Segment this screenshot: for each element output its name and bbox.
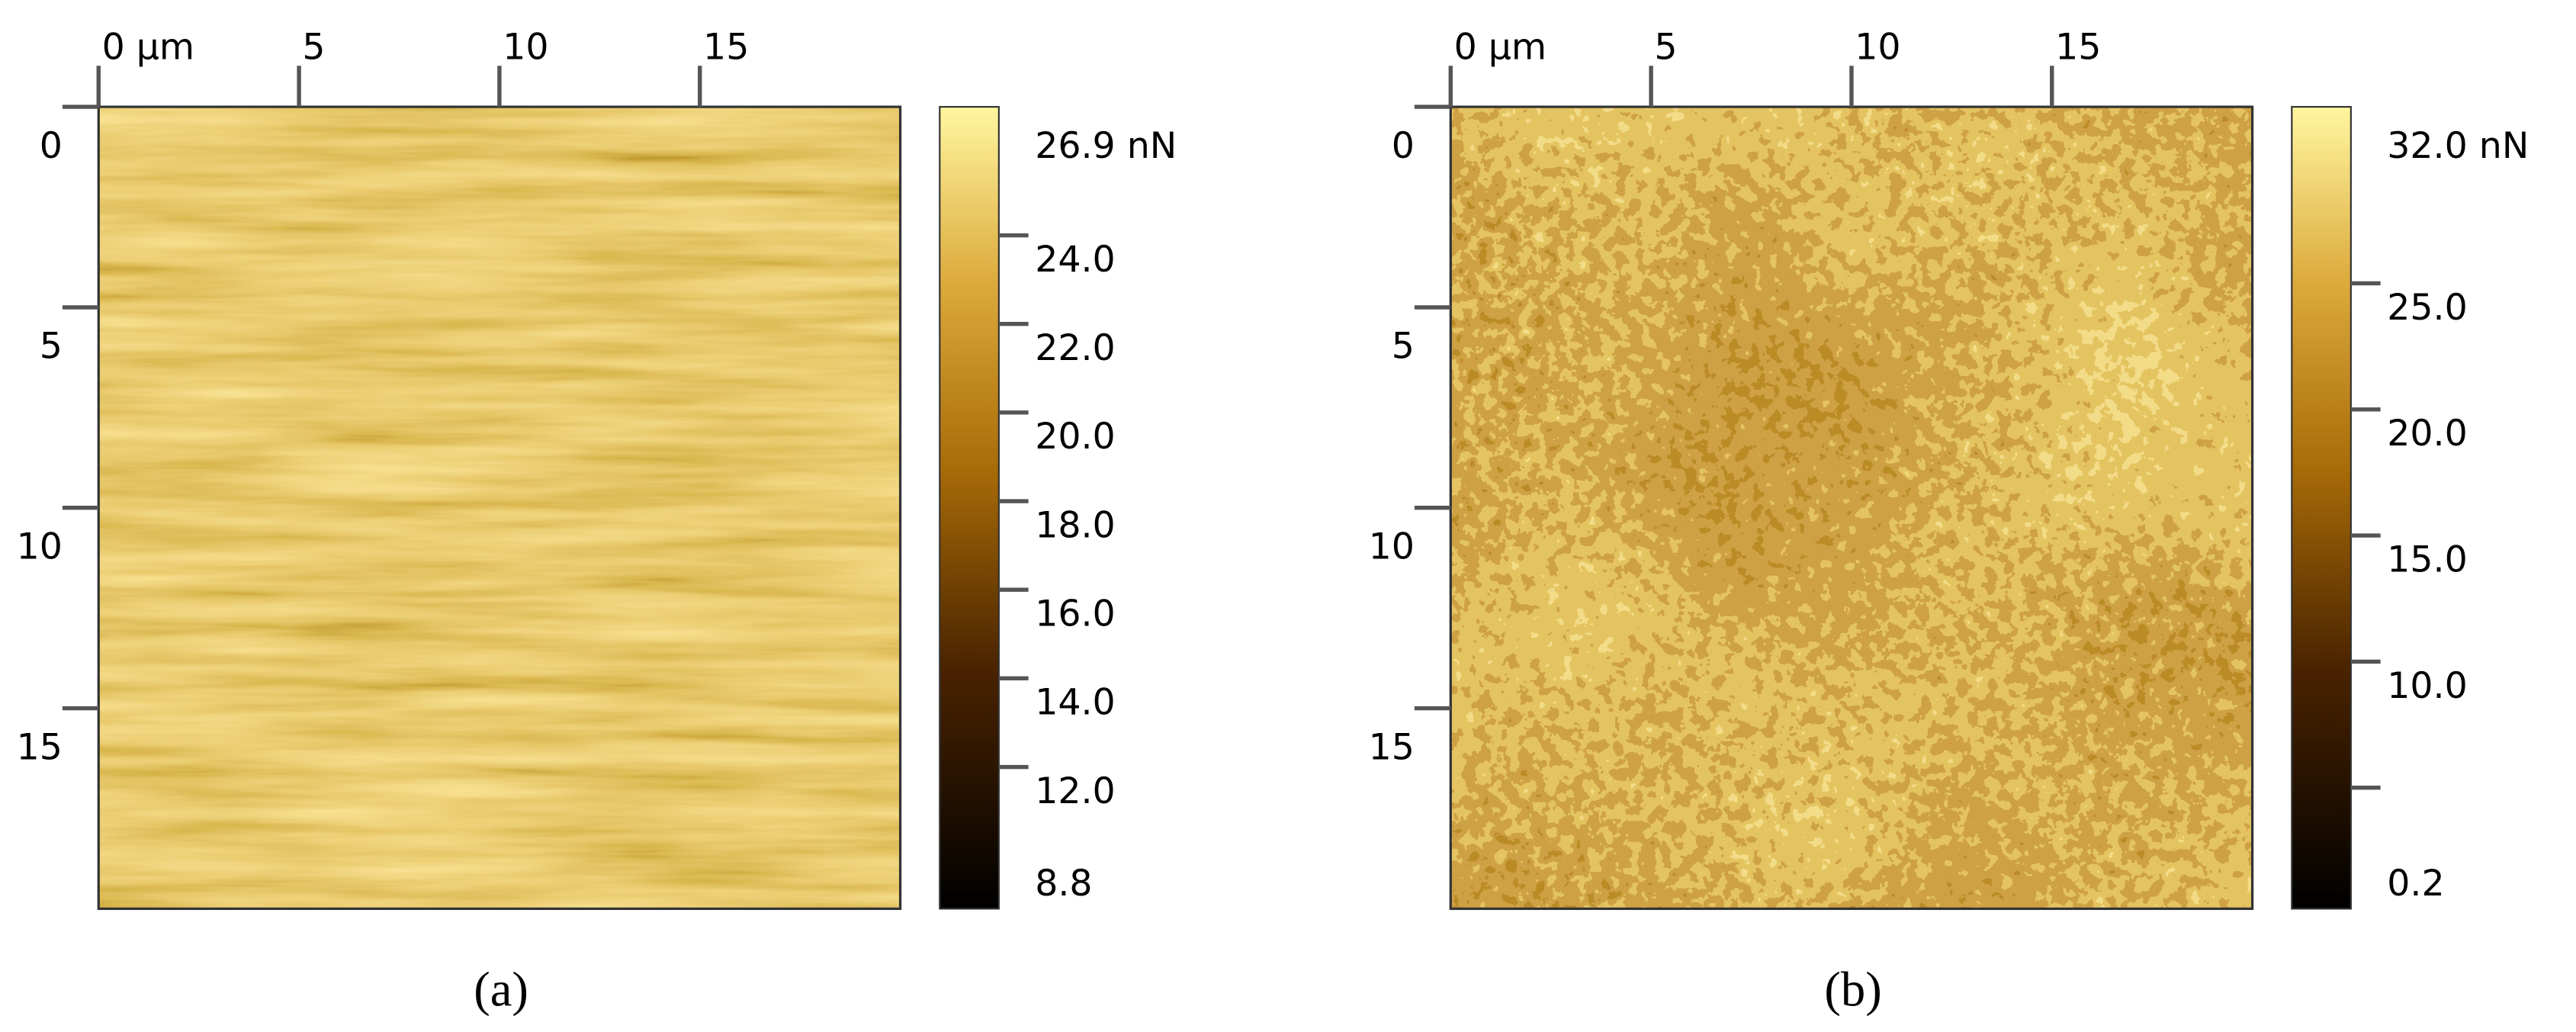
colorbar-tick-label: 22.0 (1035, 327, 1115, 369)
colorbar-tick-label: 20.0 (2387, 413, 2467, 455)
y-tick-label: 15 (17, 726, 63, 768)
colorbar-tick-label: 12.0 (1035, 770, 1115, 812)
y-tick-label: 5 (1392, 326, 1415, 368)
colorbar-tick-label: 14.0 (1035, 682, 1115, 724)
colorbar-tick-label: 25.0 (2387, 287, 2467, 329)
y-tick-label: 0 (1392, 125, 1415, 167)
colorbar-tick-label: 10.0 (2387, 665, 2467, 707)
x-tick-label: 0 µm (102, 27, 195, 69)
caption: (b) (1824, 961, 1881, 1016)
y-tick-label: 10 (1369, 526, 1415, 568)
y-tick-label: 10 (17, 526, 63, 568)
x-tick-label: 5 (302, 27, 325, 69)
x-tick-label: 10 (1855, 27, 1900, 69)
colorbar-max-label: 32.0 nN (2387, 125, 2529, 167)
afm-image (1450, 107, 2253, 909)
y-tick-label: 15 (1369, 726, 1415, 768)
x-tick-label: 10 (503, 27, 548, 69)
colorbar-tick-label: 24.0 (1035, 239, 1115, 281)
colorbar-min-label: 8.8 (1035, 863, 1092, 905)
x-tick-label: 15 (2055, 27, 2101, 69)
colorbar-max-label: 26.9 nN (1035, 125, 1177, 167)
y-tick-label: 5 (40, 326, 63, 368)
colorbar-tick-label: 15.0 (2387, 539, 2467, 580)
x-tick-label: 0 µm (1454, 27, 1547, 69)
colorbar-min-label: 0.2 (2387, 863, 2444, 905)
colorbar (2291, 105, 2352, 910)
colorbar-tick-label: 18.0 (1035, 504, 1115, 546)
x-tick-label: 15 (703, 27, 749, 69)
x-tick-label: 5 (1654, 27, 1677, 69)
colorbar (939, 105, 1000, 910)
colorbar-tick-label: 16.0 (1035, 593, 1115, 635)
y-tick-label: 0 (40, 125, 63, 167)
colorbar-tick-label: 20.0 (1035, 416, 1115, 458)
afm-image (98, 107, 901, 909)
caption: (a) (474, 961, 528, 1016)
